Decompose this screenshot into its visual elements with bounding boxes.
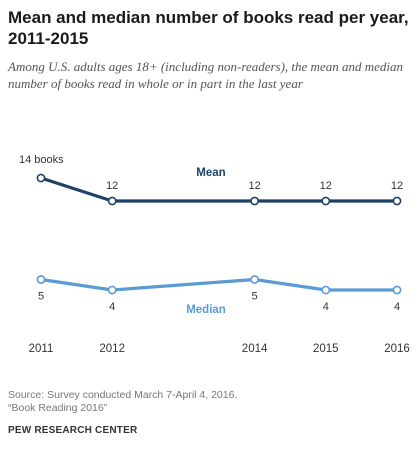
median-point-2016 (392, 285, 402, 295)
median-data-label-2016: 4 (394, 301, 400, 313)
source-line-2: “Book Reading 2016” (8, 402, 108, 414)
median-data-label-2012: 4 (109, 301, 115, 313)
mean-data-label-2012: 12 (106, 180, 118, 192)
mean-data-label-2014: 12 (248, 180, 260, 192)
x-tick-label-2016: 2016 (384, 343, 410, 355)
x-tick-label-2012: 2012 (99, 343, 125, 355)
mean-data-label-2015: 12 (320, 180, 332, 192)
mean-data-label-2016: 12 (391, 180, 403, 192)
mean-series-line (39, 176, 399, 203)
median-data-label-2011: 5 (38, 291, 44, 303)
mean-point-2014 (250, 196, 259, 206)
median-series-line (39, 277, 399, 292)
mean-point-2012 (107, 196, 117, 206)
median-data-label-2014: 5 (252, 291, 258, 303)
x-tick-label-2014: 2014 (242, 343, 268, 355)
chart-title: Mean and median number of books read per… (8, 8, 409, 48)
mean-data-label-2011: 14 books (19, 154, 64, 166)
x-tick-label-2015: 2015 (313, 343, 339, 355)
mean-point-2011 (36, 173, 46, 183)
median-point-2012 (107, 285, 117, 295)
x-tick-label-2011: 2011 (29, 343, 54, 355)
median-series-label: Median (186, 304, 226, 316)
mean-point-2015 (321, 196, 331, 206)
median-point-2015 (321, 285, 331, 295)
median-data-label-2015: 4 (323, 301, 329, 313)
median-point-2011 (36, 275, 46, 284)
median-point-2014 (250, 275, 259, 284)
mean-series-label: Mean (196, 167, 225, 179)
source-note: Source: Survey conducted March 7-April 4… (8, 389, 237, 415)
mean-point-2016 (392, 196, 402, 206)
credit-label: PEW RESEARCH CENTER (8, 425, 138, 436)
source-line-1: Source: Survey conducted March 7-April 4… (8, 389, 238, 401)
chart-subtitle: Among U.S. adults ages 18+ (including no… (8, 59, 403, 91)
